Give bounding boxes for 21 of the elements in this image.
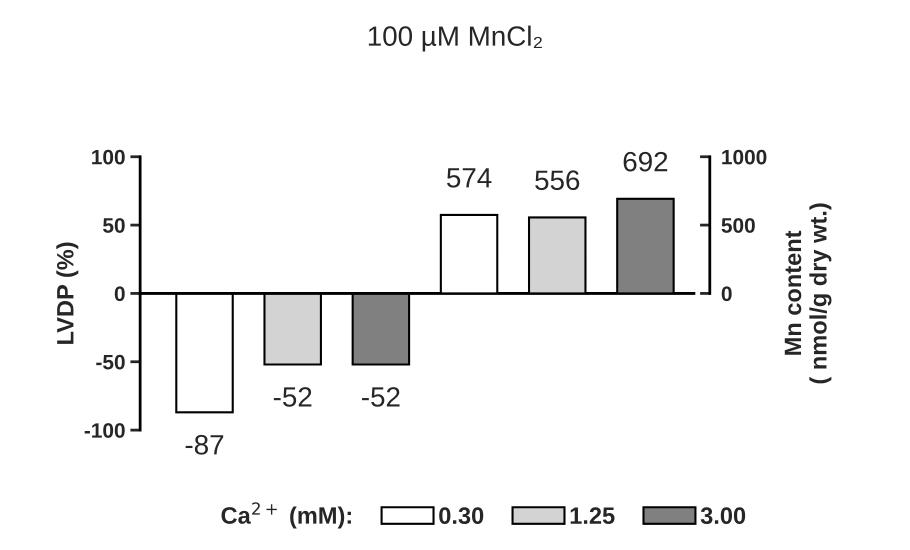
y2-tick-label: 500 <box>722 218 755 233</box>
y2-axis-title: Mn content ( nmol/g dry wt.) <box>784 203 832 384</box>
data-label: -52 <box>362 387 400 407</box>
data-label: -52 <box>274 387 312 407</box>
data-label: 692 <box>624 152 668 172</box>
data-label: 556 <box>535 170 580 190</box>
y2-tick-label: 1000 <box>722 150 766 165</box>
y-tick-label: -100 <box>84 423 125 438</box>
legend-label: 0.30 <box>439 507 484 524</box>
y-tick-label: -50 <box>96 354 125 370</box>
y-tick-label: 100 <box>92 150 125 165</box>
chart-title: 100 µM MnCl₂ <box>368 26 542 52</box>
legend-title: Ca$^{2+}$ (mM): <box>222 502 351 529</box>
legend-label: 3.00 <box>700 507 746 524</box>
y-axis-title: LVDP (%) <box>56 242 78 344</box>
legend-label: 1.25 <box>570 507 614 524</box>
data-label: -87 <box>186 434 224 455</box>
y2-tick-label: 0 <box>722 286 732 302</box>
data-label: 574 <box>447 168 492 188</box>
y-tick-label: 50 <box>103 218 125 233</box>
y-tick-label: 0 <box>114 286 125 302</box>
